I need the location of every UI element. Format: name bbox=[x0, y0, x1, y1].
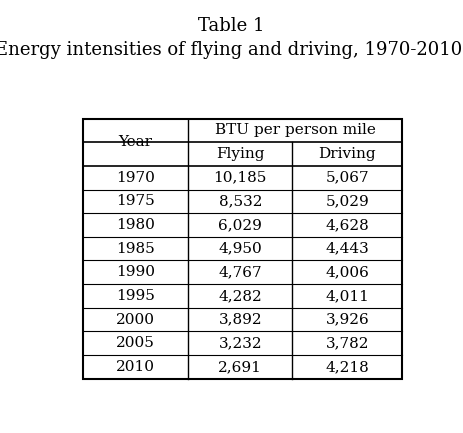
Text: 1980: 1980 bbox=[116, 218, 155, 232]
Text: Energy intensities of flying and driving, 1970-2010.: Energy intensities of flying and driving… bbox=[0, 41, 463, 59]
Text: 5,029: 5,029 bbox=[325, 194, 369, 208]
Text: 4,011: 4,011 bbox=[325, 289, 369, 303]
Text: 8,532: 8,532 bbox=[219, 194, 262, 208]
Text: 2005: 2005 bbox=[116, 336, 155, 350]
Text: 2000: 2000 bbox=[116, 313, 155, 326]
Text: 3,892: 3,892 bbox=[219, 313, 262, 326]
Text: 1975: 1975 bbox=[116, 194, 155, 208]
Text: 1990: 1990 bbox=[116, 265, 155, 279]
Text: 4,767: 4,767 bbox=[219, 265, 262, 279]
Bar bbox=[83, 119, 402, 379]
Text: Flying: Flying bbox=[216, 147, 264, 161]
Text: 3,926: 3,926 bbox=[325, 313, 369, 326]
Text: 3,232: 3,232 bbox=[219, 336, 262, 350]
Text: 3,782: 3,782 bbox=[325, 336, 369, 350]
Text: 1970: 1970 bbox=[116, 171, 155, 185]
Text: 4,950: 4,950 bbox=[219, 242, 262, 255]
Text: Driving: Driving bbox=[319, 147, 376, 161]
Text: 4,628: 4,628 bbox=[325, 218, 369, 232]
Text: 6,029: 6,029 bbox=[219, 218, 262, 232]
Text: 2010: 2010 bbox=[116, 360, 155, 374]
Text: 4,218: 4,218 bbox=[325, 360, 369, 374]
Text: Table 1: Table 1 bbox=[198, 17, 265, 36]
Text: 4,443: 4,443 bbox=[325, 242, 369, 255]
Text: 2,691: 2,691 bbox=[219, 360, 262, 374]
Text: 5,067: 5,067 bbox=[325, 171, 369, 185]
Text: 10,185: 10,185 bbox=[213, 171, 267, 185]
Text: 4,282: 4,282 bbox=[219, 289, 262, 303]
Text: 1995: 1995 bbox=[116, 289, 155, 303]
Text: BTU per person mile: BTU per person mile bbox=[215, 123, 376, 137]
Text: Year: Year bbox=[119, 135, 153, 149]
Text: 4,006: 4,006 bbox=[325, 265, 369, 279]
Text: 1985: 1985 bbox=[116, 242, 155, 255]
